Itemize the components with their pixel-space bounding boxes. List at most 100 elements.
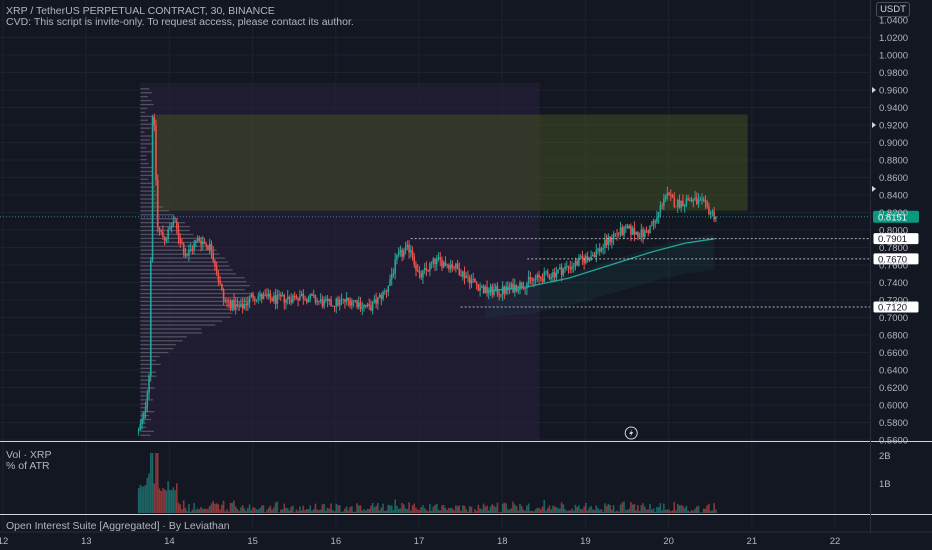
- candle-body: [437, 257, 440, 259]
- candle-body: [198, 238, 201, 241]
- volume-bar: [630, 502, 632, 513]
- volume-bar: [695, 506, 698, 513]
- volume-bar: [616, 510, 618, 513]
- price-axis-tick: 0.8800: [879, 156, 908, 167]
- volume-bar: [623, 501, 625, 513]
- volume-bar: [435, 503, 438, 513]
- volume-bar: [559, 508, 561, 513]
- profile-bar: [140, 143, 155, 145]
- volume-bar: [448, 507, 450, 513]
- candle-body: [247, 302, 249, 306]
- volume-bar: [309, 505, 312, 513]
- candle-body: [345, 297, 348, 302]
- candle-body: [248, 296, 251, 303]
- candle-body: [612, 234, 615, 240]
- volume-bar: [250, 510, 253, 513]
- candle-body: [682, 200, 684, 207]
- candle-body: [359, 302, 362, 309]
- candle-body: [238, 305, 240, 308]
- volume-bar: [524, 510, 526, 513]
- price-levels: 0.8151 0.7901 0.7670 0.7120: [0, 210, 920, 314]
- price-axis-tick: 0.7800: [879, 243, 908, 254]
- candle-body: [302, 293, 305, 300]
- candle-body: [409, 250, 412, 253]
- volume-pane-title[interactable]: Vol · XRP: [6, 449, 52, 461]
- profile-bar: [140, 292, 254, 295]
- cvd-indicator-label[interactable]: CVD: This script is invite-only. To requ…: [6, 16, 354, 28]
- volume-bar: [689, 511, 691, 513]
- volume-bar: [283, 503, 286, 513]
- candle-body: [578, 257, 580, 266]
- profile-bar: [140, 285, 250, 287]
- candle-body: [290, 299, 292, 303]
- candle-body: [403, 250, 405, 257]
- currency-badge[interactable]: USDT: [876, 2, 910, 17]
- candle-body: [273, 295, 275, 302]
- candle-body: [519, 282, 521, 290]
- oi-pane-title[interactable]: Open Interest Suite [Aggregated] · By Le…: [6, 520, 230, 532]
- volume-bar: [593, 510, 596, 513]
- candle-body: [562, 269, 565, 275]
- price-axis-tick: 0.6800: [879, 331, 908, 342]
- candle-body: [631, 228, 634, 235]
- profile-bar: [140, 210, 169, 212]
- candle-body: [196, 238, 199, 241]
- volume-bar: [657, 506, 660, 513]
- candle-body: [666, 193, 669, 196]
- volume-bar: [281, 509, 284, 513]
- volume-bar: [486, 505, 488, 513]
- candle-body: [347, 297, 350, 300]
- volume-bar: [519, 503, 521, 513]
- volume-bar: [229, 502, 232, 513]
- volume-bar: [543, 500, 546, 513]
- volume-bar: [415, 507, 417, 513]
- time-axis-tick: 19: [580, 536, 591, 547]
- candle-body: [380, 294, 383, 300]
- price-axis-tick: 0.7600: [879, 261, 908, 272]
- volume-bar: [177, 502, 180, 513]
- volume-bar: [295, 509, 298, 513]
- candle-body: [579, 256, 582, 258]
- volume-bar: [699, 512, 702, 513]
- candle-body: [442, 262, 445, 268]
- volume-bar: [205, 509, 208, 513]
- volume-bar: [151, 453, 154, 513]
- candle-body: [267, 293, 270, 297]
- level-label: 0.7120: [878, 303, 907, 314]
- volume-bar: [262, 505, 265, 513]
- candle-body: [361, 307, 364, 309]
- volume-bar: [645, 509, 648, 513]
- profile-bar: [140, 281, 247, 283]
- symbol-title[interactable]: XRP / TetherUS PERPETUAL CONTRACT, 30, B…: [6, 5, 275, 17]
- candle-body: [253, 298, 256, 301]
- candle-body: [559, 267, 561, 270]
- moving-average: [485, 234, 715, 318]
- candle-body: [397, 251, 400, 256]
- candle-body: [167, 229, 169, 239]
- volume-bar: [195, 509, 197, 513]
- candle-body: [680, 200, 682, 208]
- price-axis-tick: 0.9200: [879, 121, 908, 132]
- candle-body: [328, 299, 331, 301]
- volume-axis-tick: 1B: [879, 479, 891, 490]
- candle-body: [635, 231, 637, 235]
- candle-body: [169, 227, 171, 230]
- volume-bar: [292, 505, 294, 513]
- candle-body: [255, 299, 258, 301]
- candle-body: [597, 248, 599, 251]
- candle-body: [555, 272, 558, 278]
- candle-body: [664, 195, 667, 199]
- candle-body: [170, 226, 173, 228]
- volume-bar: [545, 510, 547, 513]
- profile-bar: [140, 340, 183, 342]
- profile-bar: [140, 155, 147, 157]
- volume-bar: [494, 507, 497, 513]
- volume-bar: [507, 509, 509, 513]
- candle-body: [546, 271, 549, 275]
- volume-bar: [647, 509, 650, 513]
- volume-bar: [423, 508, 426, 513]
- volume-bar: [219, 509, 221, 513]
- profile-bar: [140, 312, 233, 314]
- candle-body: [481, 286, 483, 288]
